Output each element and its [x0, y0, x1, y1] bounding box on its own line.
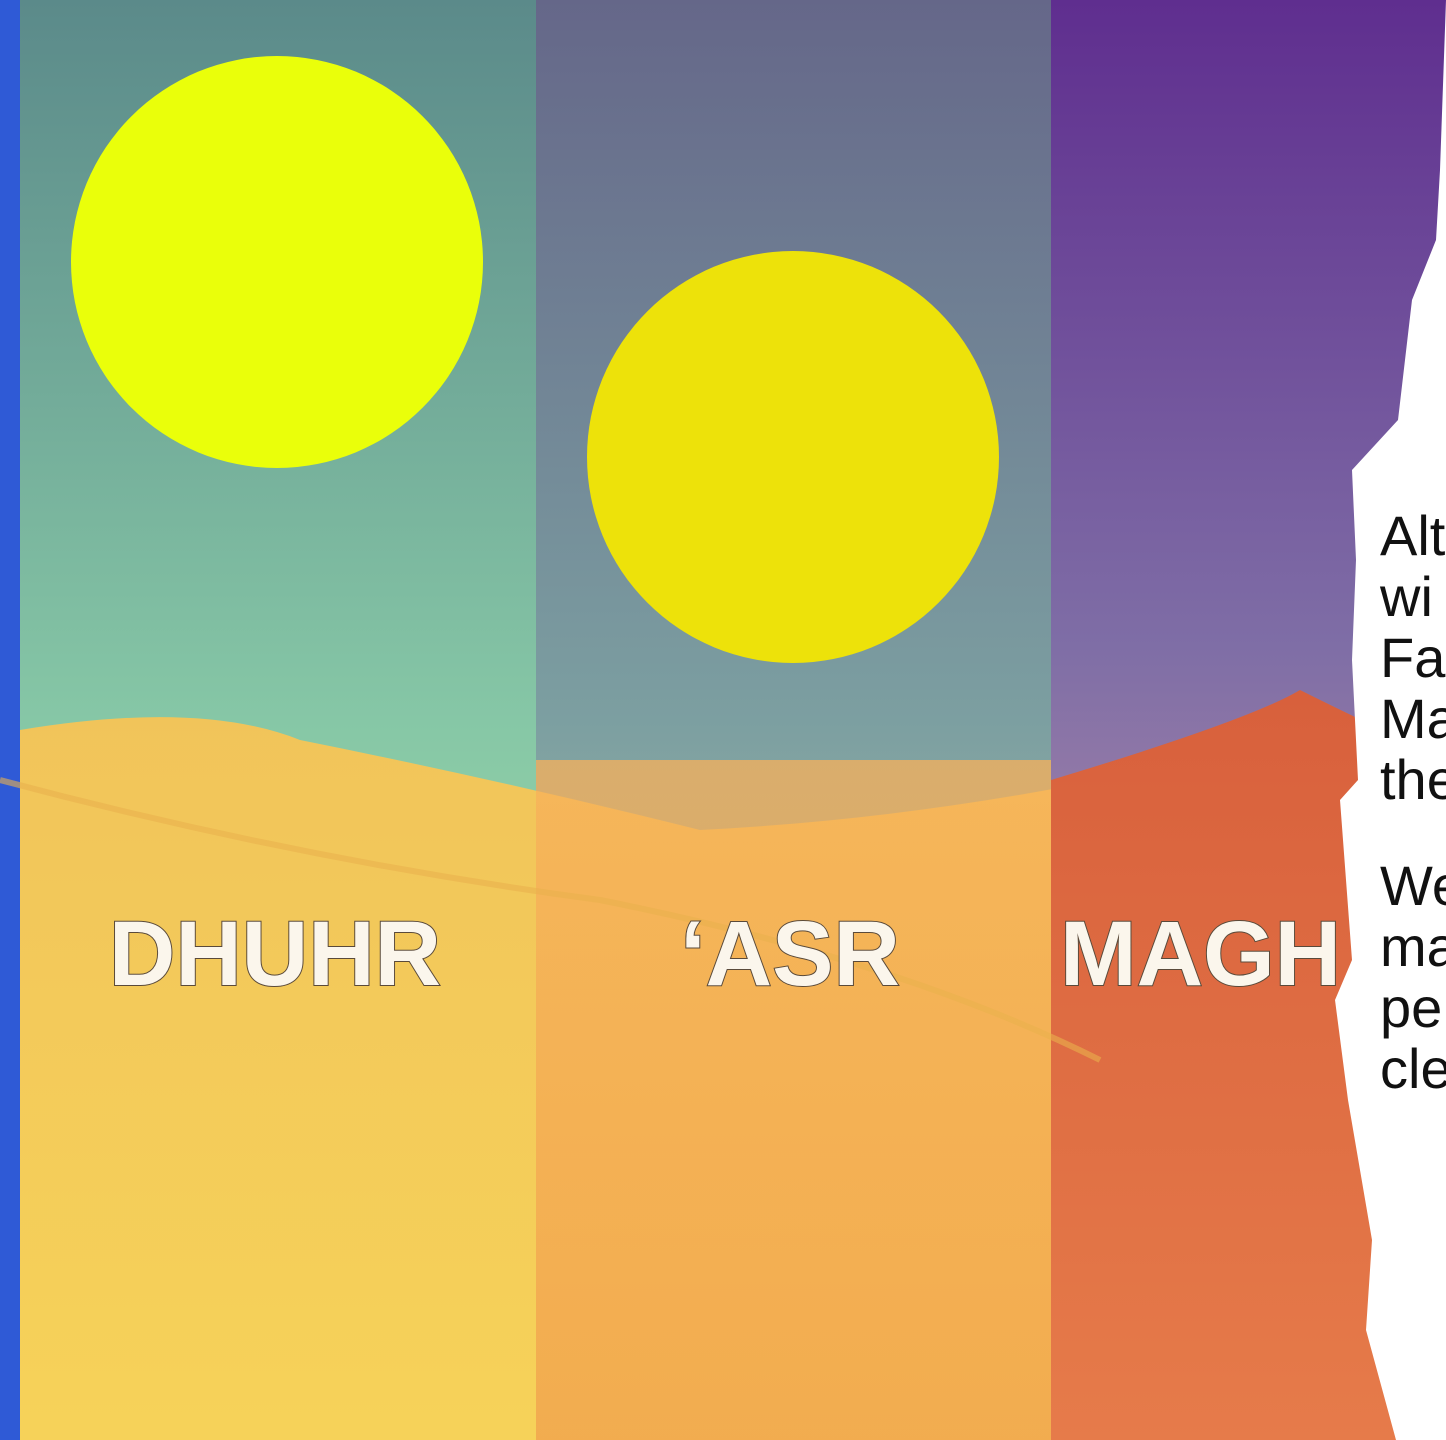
paragraph-line: We — [1380, 854, 1446, 917]
prayer-label: MAGH — [1060, 903, 1341, 1005]
prayer-labels: DHUHR ‘ASR MAGH — [109, 903, 1341, 1005]
paragraph-line: ma — [1380, 915, 1446, 978]
paragraph-line: Fa — [1380, 626, 1446, 689]
left-strip — [0, 0, 20, 1440]
paragraph-line: Ma — [1380, 687, 1446, 750]
prayer-label: DHUHR — [109, 903, 441, 1005]
dunes-tint — [536, 760, 1051, 1440]
paragraph-line: pe — [1380, 976, 1442, 1039]
paragraph-line: the — [1380, 748, 1446, 811]
sun — [587, 251, 999, 663]
paragraph-line: wi — [1379, 565, 1433, 628]
scene: DHUHR ‘ASR MAGH AltwiFaMathe Wemapecle — [0, 0, 1446, 1440]
prayer-label: ‘ASR — [680, 903, 900, 1005]
paragraph-line: cle — [1380, 1037, 1446, 1100]
paragraph-line: Alt — [1380, 504, 1446, 567]
sun — [71, 56, 483, 468]
